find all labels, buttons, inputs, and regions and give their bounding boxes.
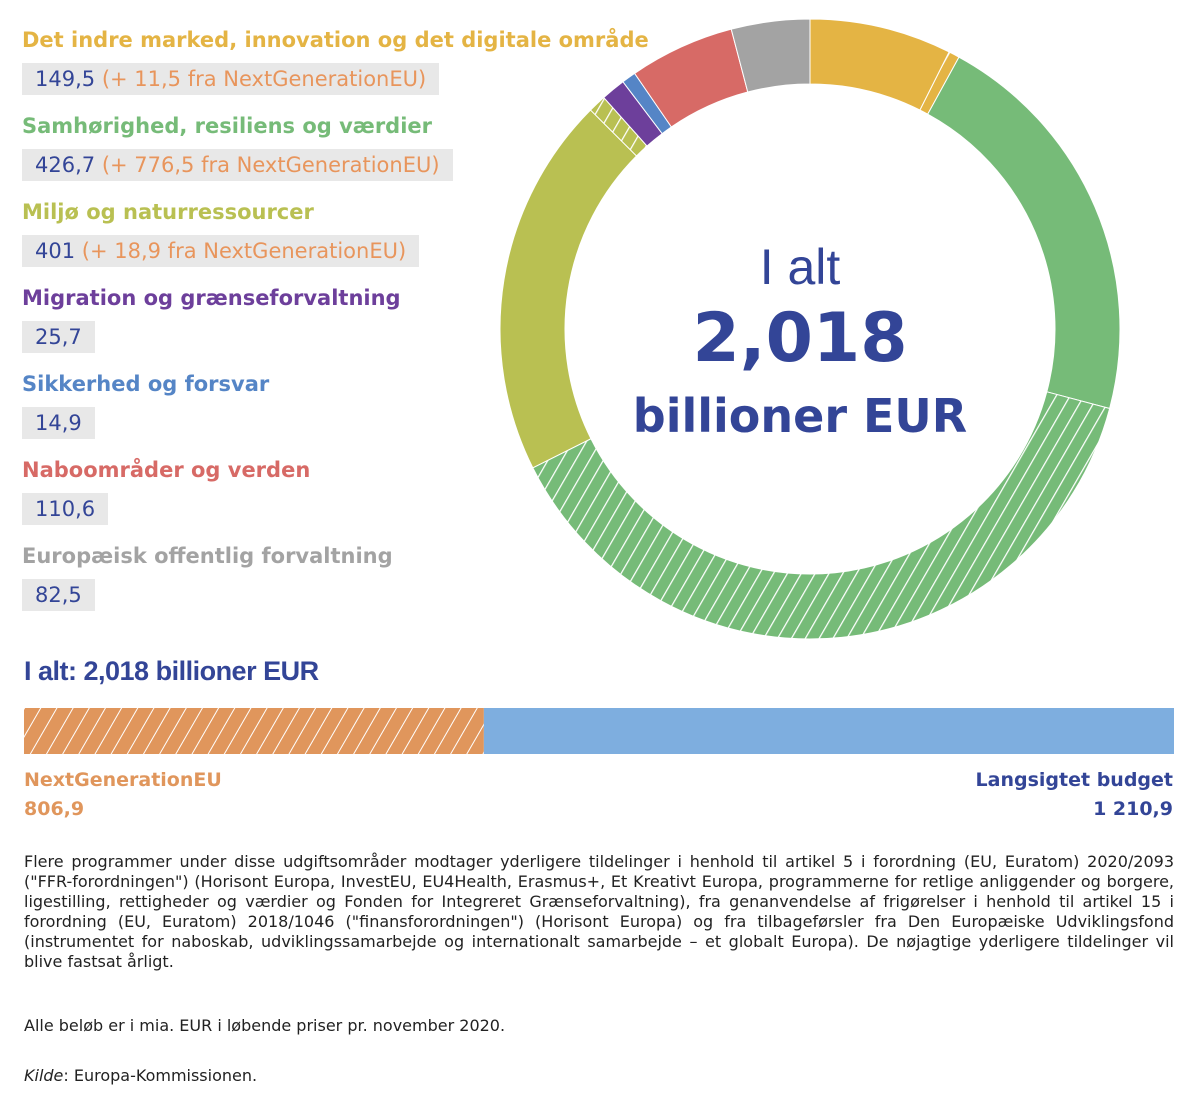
ngeu-value: 806,9 bbox=[24, 798, 85, 820]
donut-center-label-3: billioner EUR bbox=[632, 389, 968, 443]
footnote-paragraph: Flere programmer under disse udgiftsområ… bbox=[24, 852, 1174, 971]
legend-item-title: Samhørighed, resiliens og værdier bbox=[22, 114, 433, 138]
legend-item-title: Migration og grænseforvaltning bbox=[22, 286, 401, 310]
legend-item-title: Sikkerhed og forsvar bbox=[22, 372, 270, 396]
bar-segment-longterm bbox=[483, 708, 1174, 754]
legend-item: Miljø og naturressourcer 401 (+ 18,9 fra … bbox=[22, 200, 420, 267]
legend-item-base-value: 110,6 bbox=[35, 497, 96, 521]
donut-center-label-2: 2,018 bbox=[692, 299, 908, 378]
legend-item-value: 426,7 (+ 776,5 fra NextGenerationEU) bbox=[22, 149, 453, 181]
source-note: Kilde: Europa-Kommissionen. bbox=[24, 1066, 1174, 1086]
legend-item-ngeu-value: (+ 18,9 fra NextGenerationEU) bbox=[81, 239, 407, 263]
legend-item-title: Naboområder og verden bbox=[22, 458, 311, 482]
legend-item-title: Miljø og naturressourcer bbox=[22, 200, 314, 224]
donut-slice-ngeu bbox=[532, 391, 1111, 640]
legend-item: Naboområder og verden 110,6 bbox=[22, 460, 310, 525]
legend-item-title: Det indre marked, innovation og det digi… bbox=[22, 28, 649, 52]
donut-slice bbox=[730, 18, 811, 93]
source-label: Kilde bbox=[24, 1066, 64, 1085]
legend-item-value: 110,6 bbox=[22, 493, 109, 525]
legend-item-base-value: 426,7 bbox=[35, 153, 96, 177]
legend-item-value: 82,5 bbox=[22, 579, 95, 611]
donut-center-label-1: I alt bbox=[759, 239, 841, 295]
longterm-label: Langsigtet budget bbox=[975, 769, 1173, 791]
legend-item: Migration og grænseforvaltning 25,7 bbox=[22, 288, 401, 353]
legend-item-base-value: 149,5 bbox=[35, 67, 96, 91]
legend-item-base-value: 14,9 bbox=[35, 411, 82, 435]
legend-item-base-value: 82,5 bbox=[35, 583, 82, 607]
legend-item-base-value: 401 bbox=[35, 239, 76, 263]
longterm-value: 1 210,9 bbox=[1093, 798, 1173, 820]
footnote-prices: Alle beløb er i mia. EUR i løbende prise… bbox=[24, 1016, 506, 1035]
legend-item-title: Europæisk offentlig forvaltning bbox=[22, 544, 393, 568]
ngeu-label: NextGenerationEU bbox=[24, 769, 222, 791]
bar-segment-ngeu bbox=[24, 708, 484, 754]
stacked-bar bbox=[24, 708, 1174, 754]
total-label: I alt: 2,018 billioner EUR bbox=[24, 656, 319, 686]
legend-item: Samhørighed, resiliens og værdier 426,7 (… bbox=[22, 116, 453, 181]
source-text: : Europa-Kommissionen. bbox=[63, 1066, 258, 1085]
legend-item-value: 25,7 bbox=[22, 321, 95, 353]
legend-item: Sikkerhed og forsvar 14,9 bbox=[22, 374, 269, 439]
legend-item-value: 401 (+ 18,9 fra NextGenerationEU) bbox=[22, 235, 420, 267]
donut-chart bbox=[500, 18, 1120, 640]
legend-item-value: 14,9 bbox=[22, 407, 95, 439]
legend-item-ngeu-value: (+ 776,5 fra NextGenerationEU) bbox=[101, 153, 440, 177]
legend-item-base-value: 25,7 bbox=[35, 325, 82, 349]
legend-item: Det indre marked, innovation og det digi… bbox=[22, 30, 649, 95]
legend-item: Europæisk offentlig forvaltning 82,5 bbox=[22, 546, 393, 611]
legend-item-ngeu-value: (+ 11,5 fra NextGenerationEU) bbox=[101, 67, 427, 91]
legend-item-value: 149,5 (+ 11,5 fra NextGenerationEU) bbox=[22, 63, 440, 95]
